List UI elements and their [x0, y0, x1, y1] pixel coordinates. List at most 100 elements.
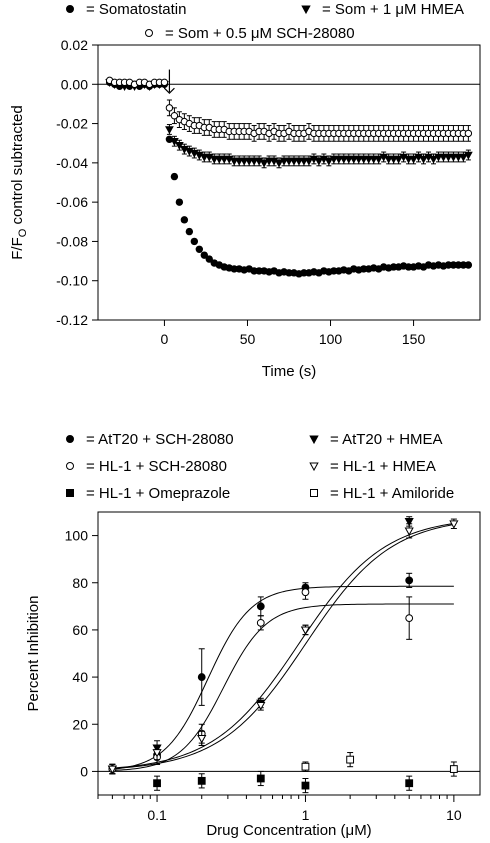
- data-point: [289, 157, 299, 166]
- legend-item: = AtT20 + HMEA: [309, 431, 443, 448]
- series: [107, 516, 414, 775]
- series: [105, 78, 473, 278]
- legend-item: = Som + 0.5 μM SCH-28080: [145, 25, 355, 42]
- data-point: [369, 155, 379, 164]
- legend: = AtT20 + SCH-28080 = AtT20 + HMEA = HL-1 …: [66, 431, 454, 502]
- legend-label: = Som + 1 μM HMEA: [322, 1, 464, 18]
- series: [105, 76, 473, 142]
- legend-item: = Som + 1 μM HMEA: [301, 1, 464, 18]
- data-point: [214, 155, 224, 164]
- legend-label: = HL-1 + SCH-28080: [86, 458, 227, 475]
- data-point: [197, 776, 206, 785]
- data-point: [346, 755, 355, 764]
- dose-response-chart: = AtT20 + SCH-28080 = AtT20 + HMEA = HL-1 …: [25, 431, 481, 839]
- legend-marker: [66, 435, 74, 443]
- legend-marker: [66, 462, 74, 470]
- legend-label: = HL-1 + HMEA: [330, 458, 436, 475]
- data-point: [153, 779, 161, 788]
- data-point: [199, 153, 209, 162]
- legend-marker: [310, 489, 318, 497]
- data-point: [160, 78, 169, 87]
- y-axis-label-subscript: O: [17, 228, 29, 237]
- data-point: [389, 155, 399, 164]
- x-tick-label: 150: [402, 331, 426, 347]
- data-point: [279, 157, 289, 166]
- data-point: [185, 227, 194, 236]
- data-point: [274, 159, 284, 168]
- data-point: [404, 155, 413, 164]
- x-tick-label: 1: [302, 807, 310, 823]
- legend-item: = HL-1 + Omeprazole: [66, 485, 230, 502]
- data-point: [434, 153, 443, 162]
- data-point: [256, 602, 265, 611]
- legend-label: = Somatostatin: [86, 1, 186, 18]
- x-axis-label: Drug Concentration (μM): [206, 822, 371, 839]
- data-point: [409, 155, 418, 164]
- legend: = Somatostatin = Som + 1 μM HMEA = Som + 0…: [66, 1, 464, 42]
- y-tick-label: -0.02: [56, 116, 88, 132]
- plot-frame: [97, 44, 481, 321]
- data-point: [444, 153, 453, 162]
- y-axis-label: F/FO control subtracted: [9, 105, 29, 259]
- data-point: [205, 255, 213, 263]
- series: [301, 752, 458, 777]
- stimulus-arrow-head: [163, 87, 175, 94]
- data-point: [284, 157, 294, 166]
- series: [108, 572, 414, 775]
- legend-marker: [145, 29, 153, 37]
- legend-label: = AtT20 + SCH-28080: [86, 431, 234, 448]
- y-tick-label: 80: [72, 575, 88, 591]
- data-point: [449, 153, 458, 162]
- data-point: [364, 155, 374, 164]
- data-point: [449, 765, 458, 773]
- y-tick-label: -0.10: [56, 273, 88, 289]
- data-point: [464, 151, 473, 160]
- data-point: [170, 138, 179, 146]
- data-point: [405, 576, 414, 585]
- x-tick-label: 0: [161, 331, 169, 347]
- data-point: [359, 155, 369, 164]
- data-point: [264, 157, 274, 166]
- legend-marker: [301, 5, 311, 15]
- series: [153, 770, 414, 794]
- data-point: [190, 237, 199, 246]
- x-tick-label: 10: [446, 807, 462, 823]
- legend-item: = Somatostatin: [66, 1, 186, 18]
- legend-label: = AtT20 + HMEA: [330, 431, 443, 448]
- data-point: [464, 129, 473, 138]
- data-point: [439, 153, 448, 162]
- series: [107, 518, 459, 775]
- legend-item: = HL-1 + SCH-28080: [66, 458, 227, 475]
- data-point: [324, 157, 334, 166]
- data-point: [256, 701, 266, 711]
- y-tick-label: 40: [72, 669, 88, 685]
- y-tick-label: 100: [65, 528, 89, 544]
- data-point: [152, 749, 162, 758]
- x-axis-label: Time (s): [262, 363, 316, 380]
- x-tick-label: 0.1: [147, 807, 167, 823]
- data-point: [429, 155, 438, 164]
- data-point: [165, 104, 174, 112]
- data-point: [304, 157, 314, 166]
- data-point: [299, 157, 309, 166]
- data-point: [170, 112, 179, 120]
- data-point: [239, 157, 249, 166]
- fit-curve: [112, 522, 454, 769]
- fit-curve: [112, 603, 454, 771]
- y-tick-label: 20: [72, 716, 88, 732]
- data-point: [197, 673, 206, 681]
- data-point: [405, 779, 414, 788]
- legend-label: = Som + 0.5 μM SCH-28080: [165, 25, 355, 42]
- x-tick-label: 100: [319, 331, 343, 347]
- data-point: [301, 781, 310, 790]
- data-point: [419, 155, 428, 164]
- legend-item: = HL-1 + Amiloride: [310, 485, 454, 502]
- legend-marker: [309, 435, 319, 445]
- data-point: [300, 626, 311, 635]
- data-point: [301, 762, 310, 771]
- data-point: [200, 251, 208, 259]
- data-point: [374, 155, 384, 164]
- data-point: [209, 155, 219, 164]
- data-point: [354, 155, 364, 164]
- data-point: [404, 527, 414, 536]
